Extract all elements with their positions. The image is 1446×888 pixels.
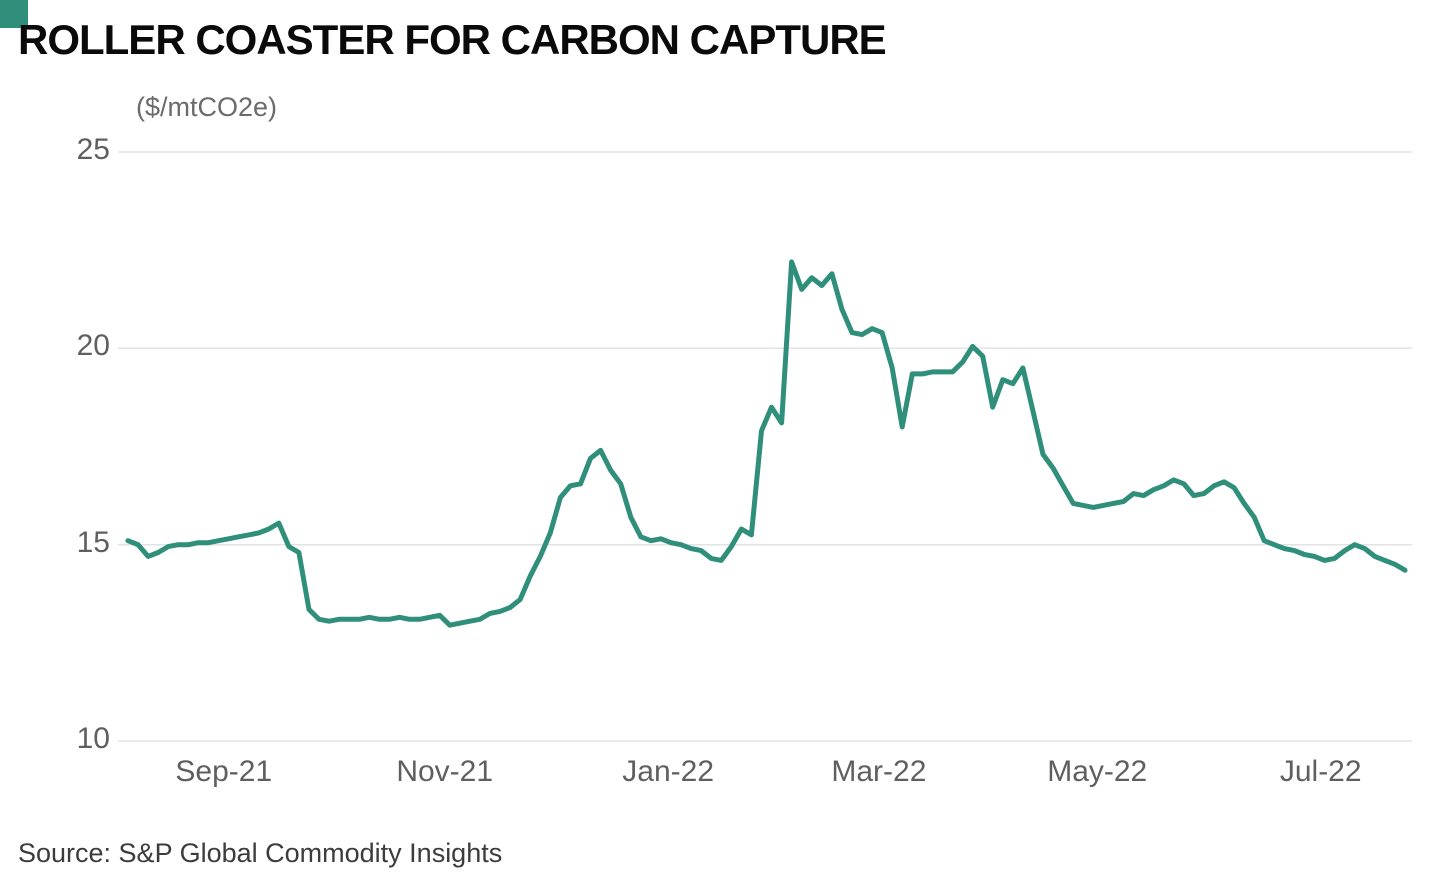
x-tick-label: Sep-21 — [175, 755, 273, 788]
x-tick-label: Nov-21 — [396, 755, 494, 788]
x-tick-label: Mar-22 — [831, 755, 927, 788]
y-tick-label: 10 — [76, 722, 110, 755]
chart-title: ROLLER COASTER FOR CARBON CAPTURE — [18, 16, 887, 63]
brand-square-icon — [0, 0, 28, 28]
source-note: Source: S&P Global Commodity Insights — [18, 838, 503, 868]
x-tick-label: Jan-22 — [622, 755, 715, 788]
y-tick-label: 20 — [76, 329, 110, 363]
y-tick-label: 25 — [76, 133, 110, 166]
carbon-price-line — [125, 259, 1408, 628]
x-tick-label: May-22 — [1047, 755, 1148, 788]
gridlines — [118, 151, 1412, 742]
x-tick-label: Jul-22 — [1279, 755, 1362, 788]
y-tick-label: 15 — [76, 525, 110, 559]
y-axis-unit-label: ($/mtCO2e) — [136, 92, 278, 122]
